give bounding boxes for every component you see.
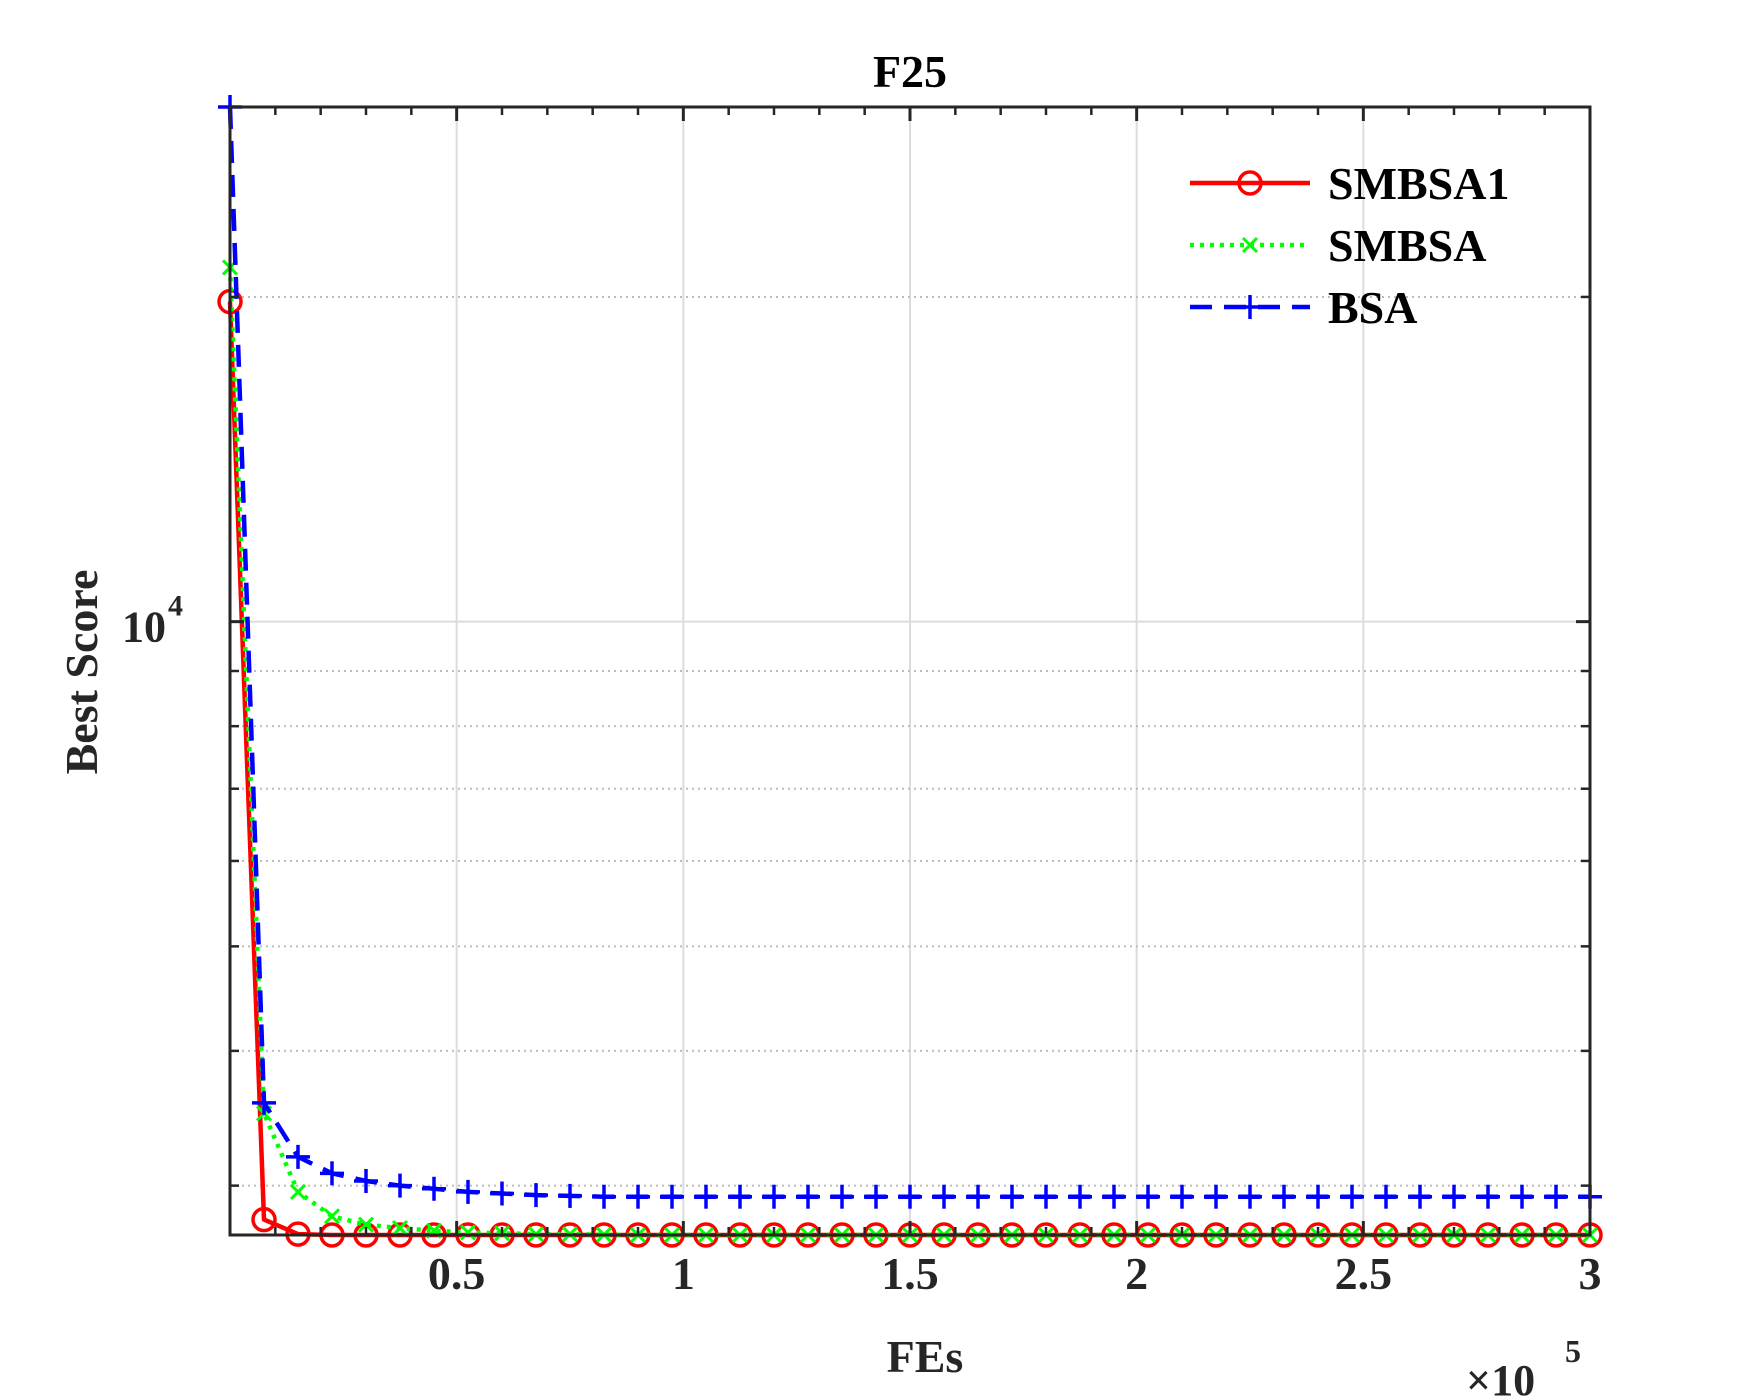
data-point-bsa xyxy=(422,1176,446,1201)
legend: SMBSA1 SMBSA BSA xyxy=(1190,158,1509,333)
tick-labels: 0.5 1 1.5 2 2.5 3 10 4 xyxy=(122,590,1602,1299)
legend-label-bsa: BSA xyxy=(1328,282,1417,333)
data-point-bsa xyxy=(320,1161,344,1186)
data-point-bsa xyxy=(830,1184,854,1209)
legend-label-smbsa1: SMBSA1 xyxy=(1328,158,1509,209)
legend-entry-bsa: BSA xyxy=(1190,282,1417,333)
x-tick-label: 3 xyxy=(1579,1248,1602,1299)
data-point-bsa xyxy=(592,1184,616,1209)
data-point-bsa xyxy=(966,1184,990,1209)
data-point-bsa xyxy=(1408,1184,1432,1209)
data-point-smbsa xyxy=(289,1183,307,1200)
y-tick-label-exponent: 4 xyxy=(168,590,183,623)
data-point-bsa xyxy=(456,1179,480,1204)
data-point-bsa xyxy=(1238,1184,1262,1209)
data-point-bsa xyxy=(1510,1184,1534,1209)
x-axis-label: FEs xyxy=(887,1331,964,1382)
data-point-bsa xyxy=(728,1184,752,1209)
data-point-bsa xyxy=(252,1090,276,1115)
y-tick-label-base: 10 xyxy=(122,603,166,652)
x-tick-label: 2 xyxy=(1125,1248,1148,1299)
series-bsa xyxy=(218,95,1602,1209)
data-point-bsa xyxy=(762,1184,786,1209)
data-point-smbsa1 xyxy=(251,1206,277,1233)
legend-entry-smbsa1: SMBSA1 xyxy=(1190,158,1509,209)
chart-title: F25 xyxy=(873,46,947,97)
data-point-bsa xyxy=(1136,1184,1160,1209)
marker-stroke xyxy=(289,1183,307,1200)
data-point-bsa xyxy=(1476,1184,1500,1209)
data-point-bsa xyxy=(1272,1184,1296,1209)
data-point-bsa xyxy=(1340,1184,1364,1209)
data-point-bsa xyxy=(796,1184,820,1209)
data-point-bsa xyxy=(660,1184,684,1209)
axis-ticks xyxy=(230,105,1592,1235)
x-multiplier-base: ×10 xyxy=(1466,1356,1535,1400)
data-point-bsa xyxy=(898,1184,922,1209)
data-point-bsa xyxy=(1170,1184,1194,1209)
x-tick-label: 2.5 xyxy=(1335,1248,1393,1299)
y-axis-label: Best Score xyxy=(56,570,107,775)
marker-stroke xyxy=(459,1224,477,1241)
x-tick-label: 0.5 xyxy=(428,1248,486,1299)
data-point-bsa xyxy=(1034,1184,1058,1209)
marker-stroke xyxy=(391,1220,409,1237)
data-point-bsa xyxy=(388,1173,412,1198)
legend-marker-smbsa1 xyxy=(1237,170,1263,196)
data-point-bsa xyxy=(864,1184,888,1209)
data-point-bsa xyxy=(1306,1184,1330,1209)
data-point-bsa xyxy=(524,1183,548,1208)
data-point-bsa xyxy=(286,1144,310,1169)
data-point-bsa xyxy=(1102,1184,1126,1209)
x-axis-multiplier: ×10 5 xyxy=(1466,1333,1581,1400)
data-point-bsa xyxy=(1068,1184,1092,1209)
legend-marker-smbsa xyxy=(1241,236,1259,254)
data-point-smbsa xyxy=(323,1208,341,1225)
data-point-bsa xyxy=(932,1184,956,1209)
data-point-bsa xyxy=(1204,1184,1228,1209)
data-point-smbsa xyxy=(459,1224,477,1241)
legend-entry-smbsa: SMBSA xyxy=(1190,220,1486,271)
legend-marker-bsa xyxy=(1238,295,1262,319)
data-point-smbsa xyxy=(391,1220,409,1237)
data-point-bsa xyxy=(1000,1184,1024,1209)
data-point-bsa xyxy=(558,1183,582,1208)
data-point-bsa xyxy=(1544,1184,1568,1209)
data-point-bsa xyxy=(694,1184,718,1209)
data-point-bsa xyxy=(490,1181,514,1206)
marker-stroke xyxy=(357,1216,375,1233)
data-point-bsa xyxy=(1374,1184,1398,1209)
x-tick-label: 1 xyxy=(672,1248,695,1299)
data-point-bsa xyxy=(1442,1184,1466,1209)
legend-label-smbsa: SMBSA xyxy=(1328,220,1486,271)
marker-stroke xyxy=(323,1208,341,1225)
data-point-bsa xyxy=(626,1184,650,1209)
x-tick-label: 1.5 xyxy=(881,1248,939,1299)
x-multiplier-exponent: 5 xyxy=(1565,1333,1581,1369)
data-point-bsa xyxy=(354,1168,378,1193)
data-point-smbsa xyxy=(357,1216,375,1233)
marker-stroke xyxy=(1241,236,1259,254)
